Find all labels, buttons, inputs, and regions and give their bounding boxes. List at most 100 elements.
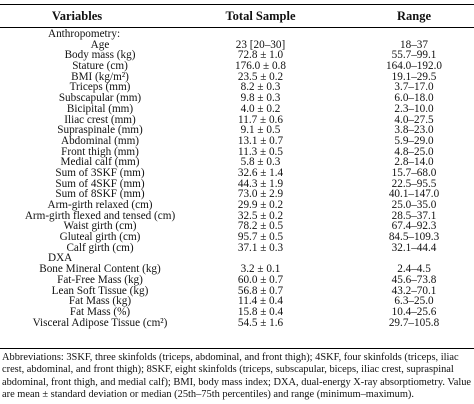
row-variable: Anthropometry: (48, 28, 121, 40)
table-bottom-rule (0, 348, 474, 349)
table-row: Bicipital (mm) 4.0 ± 0.2 2.3–10.0 (0, 102, 474, 115)
table-row: Medial calf (mm) 5.8 ± 0.3 2.8–14.0 (0, 157, 474, 168)
table-row: BMI (kg/m²) 23.5 ± 0.2 19.1–29.5 (0, 70, 474, 83)
row-variable: Arm-girth relaxed (cm) (47, 199, 153, 211)
row-total-sample: 8.2 ± 0.3 (240, 81, 281, 94)
row-variable: Sum of 3SKF (mm) (55, 166, 145, 179)
row-total-sample: 29.9 ± 0.2 (237, 199, 284, 211)
row-range: 22.5–95.5 (391, 177, 437, 190)
table-row: Sum of 3SKF (mm) 32.6 ± 1.4 15.7–68.0 (0, 166, 474, 179)
row-total-sample: 32.5 ± 0.2 (237, 209, 284, 222)
table-row: Fat-Free Mass (kg) 60.0 ± 0.7 45.6–73.8 (0, 273, 474, 286)
row-variable: Visceral Adipose Tissue (cm²) (32, 316, 168, 329)
row-range: 84.5–109.3 (388, 231, 440, 244)
row-variable: Sum of 4SKF (mm) (55, 177, 145, 190)
row-variable: Sum of 8SKF (mm) (55, 188, 145, 201)
row-range: 28.5–37.1 (391, 209, 437, 222)
footnote-line: abdominal, front thigh, and medial calf)… (2, 376, 472, 388)
row-range: 6.3–25.0 (394, 295, 434, 308)
row-variable: Waist girth (cm) (63, 220, 137, 233)
row-total-sample: 9.1 ± 0.5 (240, 124, 281, 137)
row-variable: Fat Mass (%) (69, 305, 131, 318)
row-variable: Fat-Free Mass (kg) (57, 273, 143, 286)
row-total-sample: 11.3 ± 0.5 (238, 145, 283, 158)
table-row: Fat Mass (kg) 11.4 ± 0.4 6.3–25.0 (0, 296, 474, 307)
row-total-sample: 9.8 ± 0.3 (240, 92, 281, 105)
row-variable: Bone Mineral Content (kg) (39, 263, 161, 276)
row-variable: Front thigh (mm) (61, 145, 139, 158)
table-row: Fat Mass (%) 15.8 ± 0.4 10.4–25.6 (0, 305, 474, 318)
row-variable: Triceps (mm) (69, 81, 131, 94)
table-row: Arm-girth flexed and tensed (cm) 32.5 ± 0… (0, 209, 474, 222)
row-total-sample: 78.2 ± 0.5 (237, 220, 284, 233)
row-total-sample: 11.7 ± 0.6 (238, 113, 283, 126)
row-range: 40.1–147.0 (388, 188, 440, 201)
table-row: Supraspinale (mm) 9.1 ± 0.5 3.8–23.0 (0, 125, 474, 136)
row-total-sample: 60.0 ± 0.7 (237, 273, 284, 286)
table-row: Front thigh (mm) 11.3 ± 0.5 4.8–25.0 (0, 145, 474, 158)
table-footnote: Abbreviations: 3SKF, three skinfolds (tr… (2, 352, 474, 402)
row-range: 32.1–44.4 (391, 241, 437, 254)
row-variable: Fat Mass (kg) (68, 295, 132, 308)
row-total-sample: 56.8 ± 0.7 (237, 284, 284, 297)
table-header: Variables Total Sample Range (0, 6, 474, 26)
row-variable: Calf girth (cm) (66, 241, 134, 254)
row-range: 45.6–73.8 (391, 273, 437, 286)
row-total-sample: 13.1 ± 0.7 (237, 134, 284, 147)
row-total-sample: 37.1 ± 0.3 (237, 241, 284, 254)
row-variable: Body mass (kg) (64, 49, 136, 62)
row-total-sample: 44.3 ± 1.9 (237, 177, 284, 190)
header-total-sample: Total Sample (225, 9, 296, 23)
row-variable: Age (90, 38, 110, 51)
row-range: 5.9–29.0 (394, 134, 434, 147)
row-total-sample: 4.0 ± 0.2 (240, 102, 281, 115)
row-range: 67.4–92.3 (391, 220, 437, 233)
table-row: Bone Mineral Content (kg) 3.2 ± 0.1 2.4–4.… (0, 264, 474, 275)
header-range: Range (396, 9, 432, 23)
table-row: Lean Soft Tissue (kg) 56.8 ± 0.7 43.2–70.1 (0, 284, 474, 297)
row-total-sample: 23.5 ± 0.2 (237, 70, 284, 83)
table-top-rule (0, 4, 474, 5)
row-total-sample: 176.0 ± 0.8 (235, 60, 286, 73)
table-row: Sum of 8SKF (mm) 73.0 ± 2.9 40.1–147.0 (0, 189, 474, 200)
footnote-line: Abbreviations: 3SKF, three skinfolds (tr… (2, 352, 459, 363)
table-row: Waist girth (cm) 78.2 ± 0.5 67.4–92.3 (0, 221, 474, 232)
row-variable: Iliac crest (mm) (64, 113, 136, 126)
section-header-row: Anthropometry: (0, 29, 474, 40)
row-total-sample: 23 [20–30] (235, 38, 286, 51)
row-variable: Subscapular (mm) (58, 92, 142, 105)
table-row: Stature (cm) 176.0 ± 0.8 164.0–192.0 (0, 61, 474, 72)
row-range: 2.4–4.5 (397, 263, 431, 276)
row-total-sample: 15.8 ± 0.4 (237, 305, 284, 318)
row-range: 3.8–23.0 (394, 124, 434, 137)
row-total-sample: 72.8 ± 1.0 (237, 49, 284, 62)
row-range: 4.0–27.5 (394, 113, 434, 126)
row-variable: Stature (cm) (72, 60, 128, 73)
table-row: Sum of 4SKF (mm) 44.3 ± 1.9 22.5–95.5 (0, 177, 474, 190)
table-row: Iliac crest (mm) 11.7 ± 0.6 4.0–27.5 (0, 113, 474, 126)
row-range: 2.3–10.0 (394, 102, 434, 115)
header-variables: Variables (51, 9, 103, 23)
footnote-line: crest, abdominal, and front thigh); 8SKF… (2, 364, 454, 376)
row-range: 6.0–18.0 (394, 92, 434, 105)
row-variable: BMI (kg/m²) (71, 70, 129, 83)
row-variable: DXA (48, 252, 73, 265)
row-range: 19.1–29.5 (391, 70, 437, 83)
row-range: 164.0–192.0 (386, 60, 442, 73)
row-variable: Lean Soft Tissue (kg) (51, 284, 149, 297)
footnote-line: are mean ± standard deviation or median … (2, 389, 414, 401)
row-range: 25.0–35.0 (391, 199, 437, 211)
table-row: Subscapular (mm) 9.8 ± 0.3 6.0–18.0 (0, 93, 474, 104)
row-variable: Gluteal girth (cm) (59, 231, 141, 244)
row-total-sample: 95.7 ± 0.5 (237, 231, 284, 244)
row-variable: Arm-girth flexed and tensed (cm) (24, 209, 176, 222)
table-row: Body mass (kg) 72.8 ± 1.0 55.7–99.1 (0, 50, 474, 61)
row-range: 10.4–25.6 (391, 305, 437, 318)
table-row: Age 23 [20–30] 18–37 (0, 38, 474, 51)
row-range: 55.7–99.1 (391, 49, 437, 62)
row-range: 15.7–68.0 (391, 166, 437, 179)
table-row: Triceps (mm) 8.2 ± 0.3 3.7–17.0 (0, 82, 474, 93)
row-range: 3.7–17.0 (394, 81, 434, 94)
section-header-row: DXA (0, 253, 474, 264)
row-range: 4.8–25.0 (394, 145, 434, 158)
